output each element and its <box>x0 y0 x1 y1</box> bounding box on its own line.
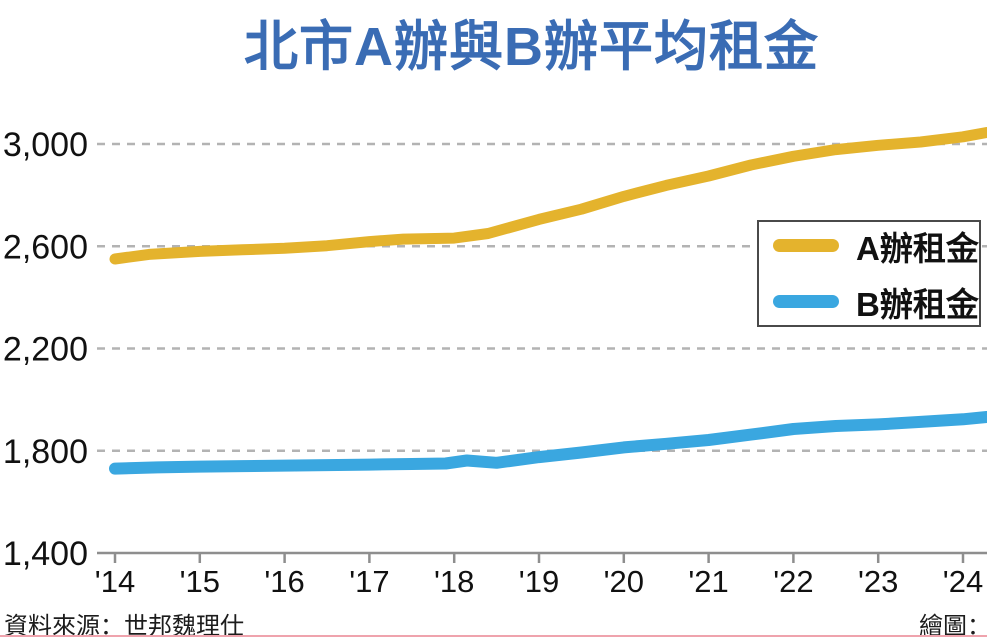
x-tick-label: '21 <box>688 564 728 599</box>
y-tick-label: 2,200 <box>3 331 88 369</box>
series-line-a <box>109 127 987 265</box>
y-tick-label: 1,800 <box>3 433 88 471</box>
legend: A辦租金 B辦租金 <box>757 220 981 327</box>
legend-swatch-a-line-icon <box>773 239 839 252</box>
x-tick-label: '16 <box>264 564 304 599</box>
x-tick-label: '23 <box>858 564 898 599</box>
x-tick-label: '20 <box>604 564 644 599</box>
y-tick-label: 2,600 <box>3 228 88 266</box>
x-tick-label: '14 <box>95 564 135 599</box>
x-tick-label: '15 <box>180 564 220 599</box>
x-tick-label: '18 <box>434 564 474 599</box>
legend-item-b: B辦租金 <box>773 278 979 326</box>
x-tick-label: '24 <box>943 564 983 599</box>
x-tick-label: '22 <box>773 564 813 599</box>
y-tick-label: 3,000 <box>3 126 88 164</box>
x-tick-label: '19 <box>519 564 559 599</box>
x-tick-label: '17 <box>349 564 389 599</box>
legend-label-a: A辦租金 <box>856 229 979 267</box>
legend-label-b: B辦租金 <box>856 285 979 323</box>
chart-title: 北市A辦與B辦平均租金 <box>244 17 819 77</box>
legend-swatch-b-line-icon <box>773 295 839 308</box>
y-tick-label: 1,400 <box>3 535 88 573</box>
legend-item-a: A辦租金 <box>773 222 979 270</box>
series-line-b <box>109 411 987 475</box>
footer-divider <box>0 635 987 637</box>
